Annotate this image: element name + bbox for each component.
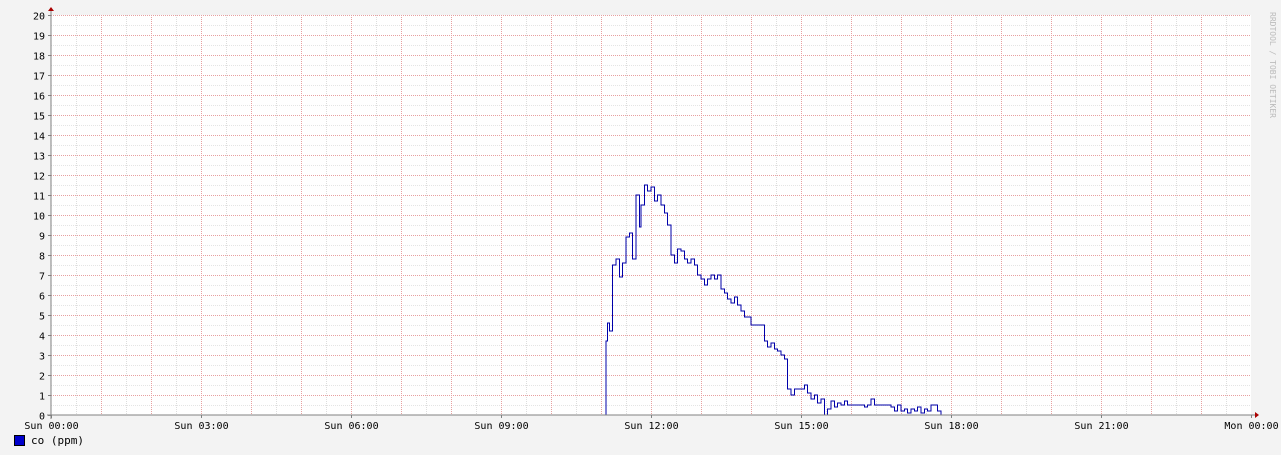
x-tick-label: Sun 15:00: [774, 421, 828, 432]
y-tick-label: 7: [39, 272, 45, 283]
x-tick-label: Sun 09:00: [474, 421, 528, 432]
y-tick-label: 15: [33, 112, 45, 123]
y-tick-label: 11: [33, 192, 45, 203]
x-tick-label: Sun 12:00: [624, 421, 678, 432]
x-tick-label: Sun 03:00: [174, 421, 228, 432]
x-axis-arrow: [1255, 412, 1259, 418]
legend-swatch: [14, 435, 25, 446]
y-tick-label: 3: [39, 352, 45, 363]
y-tick-label: 9: [39, 232, 45, 243]
x-tick-label: Sun 06:00: [324, 421, 378, 432]
watermark: RRDTOOL / TOBI OETIKER: [1268, 12, 1277, 118]
y-tick-label: 14: [33, 132, 45, 143]
y-tick-label: 19: [33, 32, 45, 43]
x-tick-label: Sun 21:00: [1074, 421, 1128, 432]
series-line-co: [121, 184, 1249, 416]
y-tick-label: 16: [33, 92, 45, 103]
x-tick-label: Sun 18:00: [924, 421, 978, 432]
x-axis-ticks: Sun 00:00 Sun 03:00 Sun 06:00 Sun 09:00 Sun …: [24, 415, 1279, 432]
grid-major: [51, 15, 1251, 415]
y-tick-label: 10: [33, 212, 45, 223]
y-axis-arrow: [48, 7, 54, 11]
y-tick-label: 2: [39, 372, 45, 383]
y-tick-label: 6: [39, 292, 45, 303]
y-tick-label: 12: [33, 172, 45, 183]
y-tick-label: 17: [33, 72, 45, 83]
x-tick-label: Sun 00:00: [24, 421, 78, 432]
y-tick-label: 4: [39, 332, 45, 343]
y-tick-label: 0: [39, 412, 45, 423]
legend: co (ppm): [14, 434, 84, 447]
y-tick-label: 5: [39, 312, 45, 323]
y-tick-label: 13: [33, 152, 45, 163]
y-tick-label: 8: [39, 252, 45, 263]
y-tick-label: 1: [39, 392, 45, 403]
y-tick-label: 20: [33, 12, 45, 23]
legend-label: co (ppm): [31, 434, 84, 447]
y-tick-label: 18: [33, 52, 45, 63]
x-tick-label: Mon 00:00: [1224, 421, 1278, 432]
